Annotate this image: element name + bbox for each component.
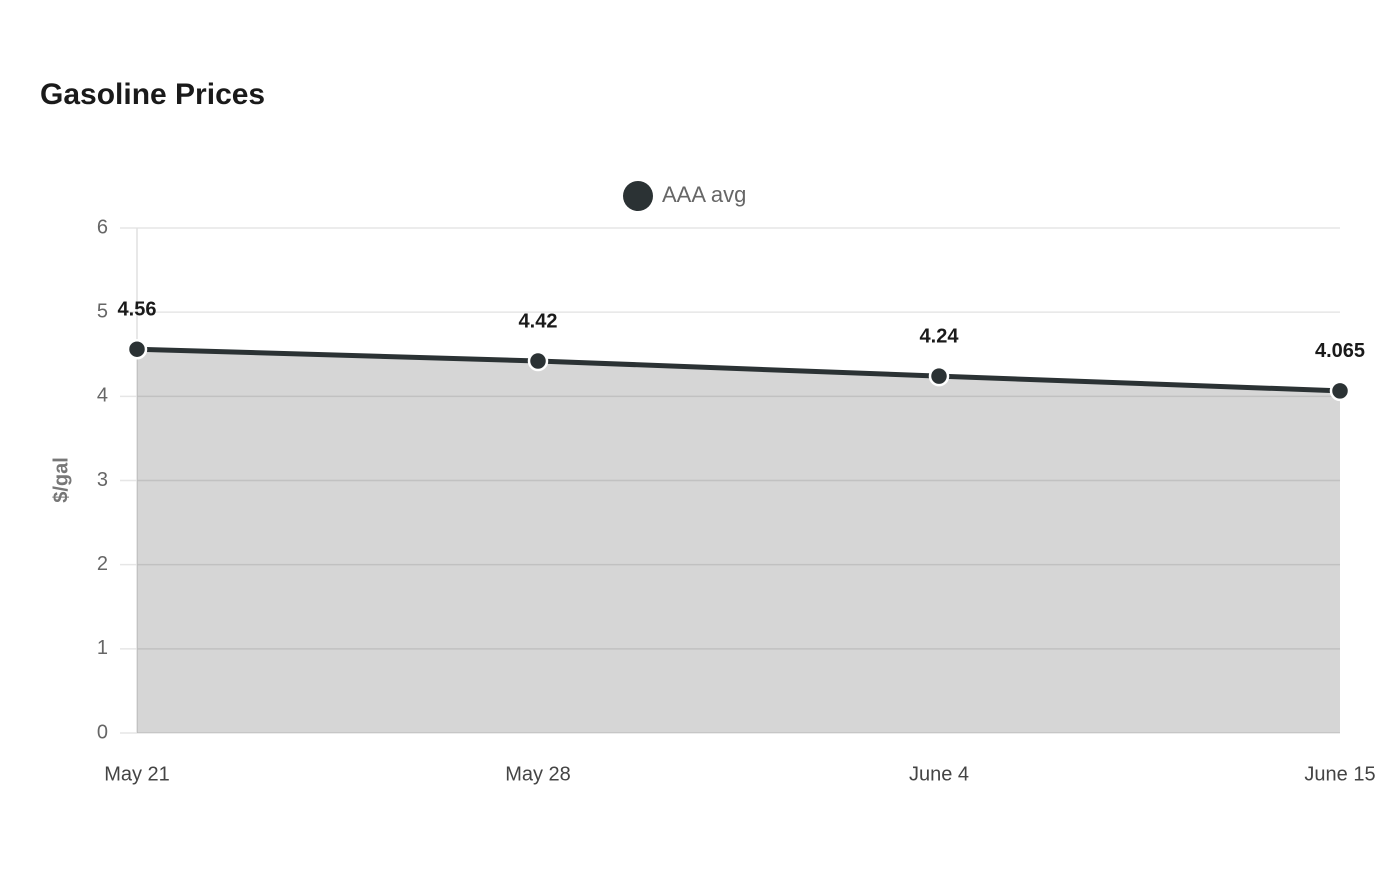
y-tick-label: 6 — [97, 216, 108, 238]
data-label: 4.24 — [920, 325, 960, 347]
y-tick-label: 2 — [97, 553, 108, 575]
x-tick-label: June 4 — [909, 763, 969, 785]
point — [126, 338, 148, 360]
area — [137, 349, 1340, 733]
point — [928, 365, 950, 387]
y-tick-label: 4 — [97, 385, 108, 407]
data-label: 4.56 — [118, 298, 157, 320]
x-tick-label: May 28 — [505, 763, 571, 785]
y-tick-label: 5 — [97, 300, 108, 322]
data-label: 4.065 — [1315, 340, 1365, 362]
chart-title: Gasoline Prices — [40, 78, 265, 111]
line — [136, 346, 1341, 394]
point — [1329, 380, 1351, 402]
legend-label: AAA avg — [662, 182, 746, 207]
y-axis-label: $/gal — [50, 457, 72, 503]
x-tick-label: June 15 — [1304, 763, 1375, 785]
y-tick-label: 0 — [97, 721, 108, 743]
legend-marker — [623, 181, 653, 211]
y-tick-label: 1 — [97, 637, 108, 659]
y-tick-label: 3 — [97, 469, 108, 491]
data-label: 4.42 — [519, 310, 558, 332]
point — [527, 350, 549, 372]
x-tick-label: May 21 — [104, 763, 170, 785]
